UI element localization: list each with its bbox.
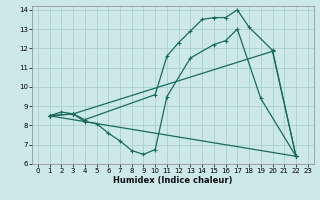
X-axis label: Humidex (Indice chaleur): Humidex (Indice chaleur) <box>113 176 233 185</box>
